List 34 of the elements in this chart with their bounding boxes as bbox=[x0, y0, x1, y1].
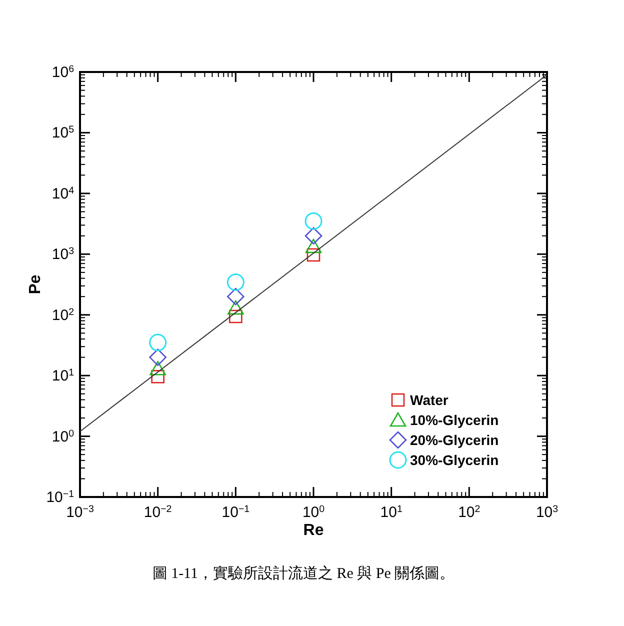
y-axis-title: Pe bbox=[27, 274, 44, 294]
caption: 圖 1-11，實驗所設計流道之 Re 與 Pe 關係圖。 bbox=[152, 565, 455, 582]
x-tick-label: 10$^{2}$ bbox=[458, 504, 480, 521]
point bbox=[228, 300, 244, 315]
point bbox=[229, 310, 242, 324]
y-tick-label: 10$^{3}$ bbox=[52, 246, 74, 264]
point bbox=[149, 348, 166, 366]
legend-label: Water bbox=[410, 392, 449, 408]
point bbox=[304, 227, 322, 245]
x-tick-label: 10$^{−3}$ bbox=[66, 504, 94, 521]
x-tick-label: 10$^{3}$ bbox=[536, 504, 558, 521]
y-tick-label: 10$^{5}$ bbox=[52, 124, 75, 142]
y-tick-label: 10$^{0}$ bbox=[52, 428, 75, 446]
y-tick-label: 10$^{1}$ bbox=[52, 367, 74, 385]
y-tick-label: 10$^{6}$ bbox=[52, 64, 74, 81]
point bbox=[151, 370, 164, 384]
legend-label: 30%-Glycerin bbox=[410, 452, 499, 468]
point bbox=[304, 212, 322, 230]
legend-label: 20%-Glycerin bbox=[410, 432, 499, 448]
y-tick-label: 10$^{−1}$ bbox=[46, 488, 74, 506]
point bbox=[306, 248, 320, 262]
point bbox=[150, 361, 166, 376]
y-tick-label: 10$^{2}$ bbox=[52, 306, 74, 324]
x-tick-label: 10$^{1}$ bbox=[380, 504, 402, 521]
x-tick-label: 10$^{0}$ bbox=[302, 504, 326, 521]
x-axis-title: Re bbox=[303, 522, 324, 539]
point bbox=[226, 273, 244, 291]
point bbox=[149, 334, 167, 352]
legend-label: 10%-Glycerin bbox=[410, 412, 499, 428]
y-tick-label: 10$^{4}$ bbox=[52, 184, 75, 202]
x-tick-label: 10$^{−1}$ bbox=[222, 504, 250, 521]
point bbox=[227, 288, 244, 306]
point bbox=[305, 238, 322, 254]
x-tick-label: 10$^{−2}$ bbox=[144, 504, 172, 521]
